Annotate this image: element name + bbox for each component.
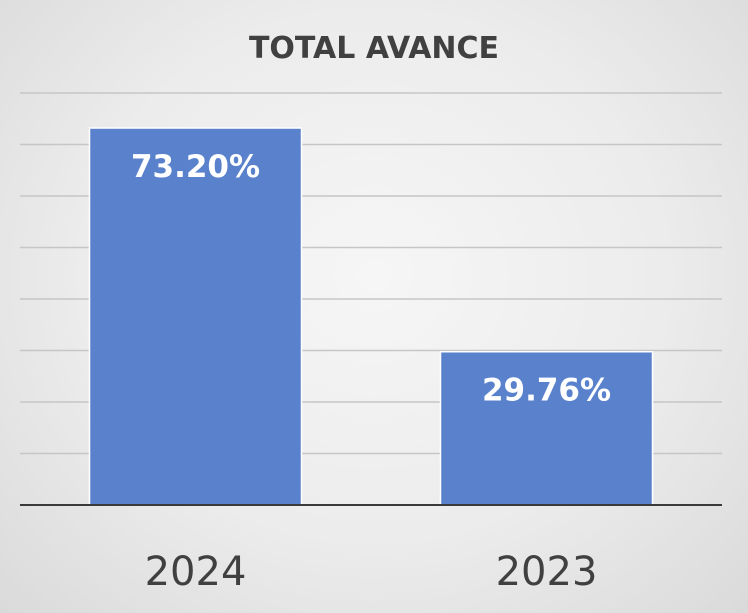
chart-title: TOTAL AVANCE (249, 31, 499, 66)
data-labels: 73.20% 29.76% (131, 149, 611, 409)
bars (88, 127, 654, 506)
data-label-2023: 29.76% (482, 373, 611, 409)
bar-2024 (88, 127, 303, 506)
bar-2023 (439, 350, 654, 506)
x-axis-tick-labels: 2024 2023 (145, 549, 598, 595)
x-tick-label-2023: 2023 (496, 549, 598, 595)
data-label-2024: 73.20% (131, 149, 260, 185)
x-tick-label-2024: 2024 (145, 549, 247, 595)
